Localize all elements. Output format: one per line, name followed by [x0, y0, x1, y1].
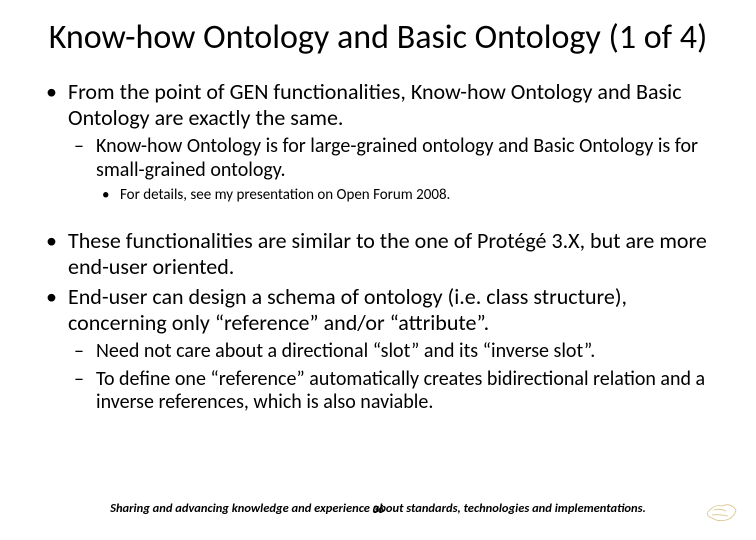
bullet-level2: Need not care about a directional “slot”… [40, 340, 716, 364]
slide: Know-how Ontology and Basic Ontology (1 … [0, 0, 756, 540]
bullet-level2: To define one “reference” automatically … [40, 368, 716, 415]
spacer [40, 208, 716, 228]
content-area: From the point of GEN functionalities, K… [32, 79, 724, 415]
page-number: 36 [372, 503, 383, 516]
bullet-list: From the point of GEN functionalities, K… [40, 79, 716, 204]
slide-title: Know-how Ontology and Basic Ontology (1 … [32, 18, 724, 57]
bullet-level1: These functionalities are similar to the… [40, 228, 716, 280]
bullet-level2: Know-how Ontology is for large-grained o… [40, 135, 716, 182]
bullet-level1: End-user can design a schema of ontology… [40, 284, 716, 336]
bullet-level1: From the point of GEN functionalities, K… [40, 79, 716, 131]
logo-icon [704, 498, 740, 526]
bullet-level3: For details, see my presentation on Open… [40, 186, 716, 204]
bullet-list: These functionalities are similar to the… [40, 228, 716, 415]
